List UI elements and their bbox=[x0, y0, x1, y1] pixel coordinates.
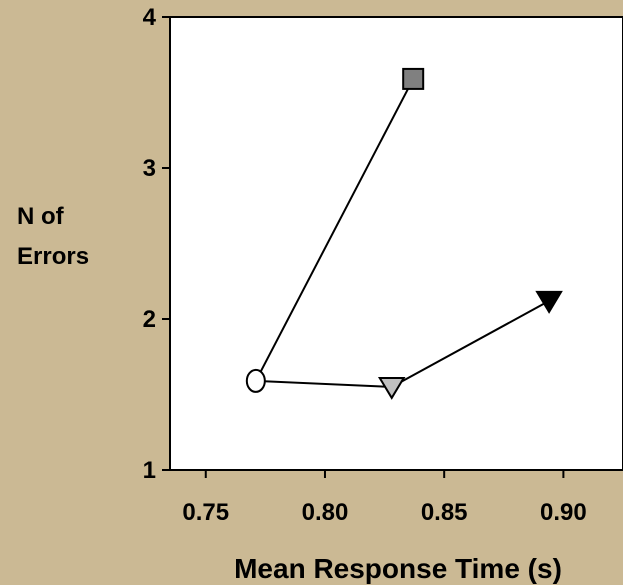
y-axis-label-line-2: Errors bbox=[17, 243, 89, 270]
y-axis-label-line-1: N of bbox=[17, 203, 65, 230]
x-tick-label: 0.90 bbox=[540, 499, 587, 526]
triangle-down-marker bbox=[535, 290, 563, 314]
x-axis-ticks: 0.75 0.80 0.85 0.90 bbox=[182, 470, 587, 526]
y-tick-label: 1 bbox=[143, 457, 156, 484]
x-axis-label: Mean Response Time (s) bbox=[234, 553, 562, 584]
square-marker bbox=[402, 67, 425, 90]
x-tick-label: 0.75 bbox=[182, 499, 229, 526]
x-tick-label: 0.80 bbox=[302, 499, 349, 526]
plot-area bbox=[169, 16, 623, 471]
y-tick-label: 4 bbox=[143, 4, 157, 31]
connector-lines bbox=[254, 78, 550, 388]
data-points bbox=[245, 67, 563, 400]
y-tick-label: 2 bbox=[143, 306, 156, 333]
y-axis-ticks: 1 2 3 4 bbox=[143, 4, 170, 484]
circle-marker bbox=[245, 368, 266, 393]
connector-line bbox=[391, 300, 550, 388]
y-tick-label: 3 bbox=[143, 155, 156, 182]
triangle-down-marker bbox=[377, 376, 406, 400]
connector-line bbox=[255, 379, 392, 388]
connector-line bbox=[254, 78, 415, 382]
x-tick-label: 0.85 bbox=[421, 499, 468, 526]
